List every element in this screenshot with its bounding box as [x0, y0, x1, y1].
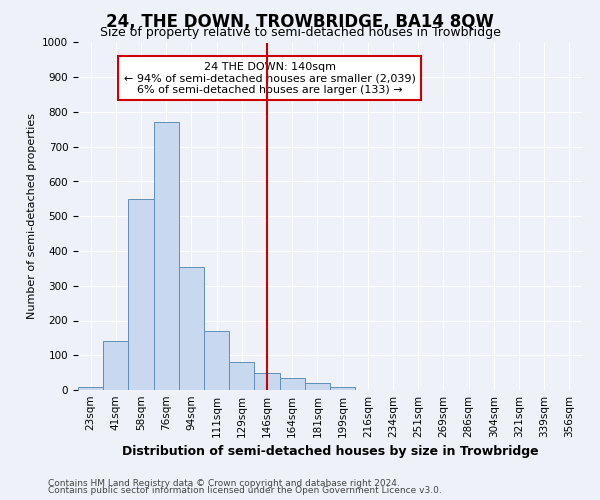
- Bar: [103, 342, 128, 390]
- Bar: [229, 362, 254, 390]
- Y-axis label: Number of semi-detached properties: Number of semi-detached properties: [26, 114, 37, 320]
- Bar: [204, 331, 229, 390]
- Text: Contains public sector information licensed under the Open Government Licence v3: Contains public sector information licen…: [48, 486, 442, 495]
- Text: 24, THE DOWN, TROWBRIDGE, BA14 8QW: 24, THE DOWN, TROWBRIDGE, BA14 8QW: [106, 12, 494, 30]
- Bar: [179, 266, 204, 390]
- Bar: [78, 386, 103, 390]
- Bar: [254, 372, 280, 390]
- Bar: [280, 378, 305, 390]
- Text: 24 THE DOWN: 140sqm
← 94% of semi-detached houses are smaller (2,039)
6% of semi: 24 THE DOWN: 140sqm ← 94% of semi-detach…: [124, 62, 415, 95]
- Text: Size of property relative to semi-detached houses in Trowbridge: Size of property relative to semi-detach…: [100, 26, 500, 39]
- X-axis label: Distribution of semi-detached houses by size in Trowbridge: Distribution of semi-detached houses by …: [122, 446, 538, 458]
- Bar: [305, 383, 330, 390]
- Bar: [330, 386, 355, 390]
- Bar: [128, 199, 154, 390]
- Text: Contains HM Land Registry data © Crown copyright and database right 2024.: Contains HM Land Registry data © Crown c…: [48, 478, 400, 488]
- Bar: [154, 122, 179, 390]
